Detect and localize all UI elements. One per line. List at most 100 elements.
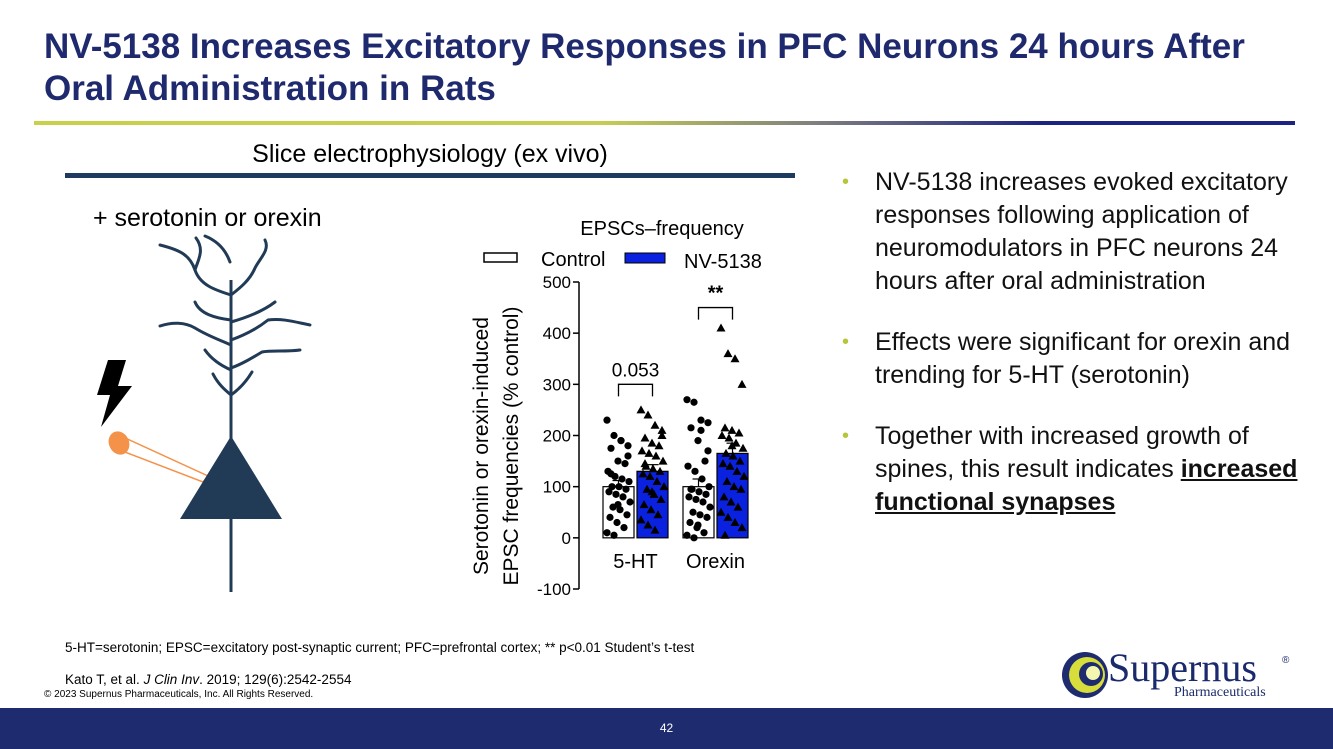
bullet-dot-icon: •	[842, 425, 850, 447]
data-point-nv5138	[739, 471, 749, 480]
slide-title: NV-5138 Increases Excitatory Responses i…	[44, 27, 1245, 108]
data-point-control	[695, 488, 703, 496]
data-point-nv5138	[733, 502, 743, 511]
data-point-control	[619, 493, 627, 501]
data-point-nv5138	[736, 484, 746, 493]
data-point-nv5138	[643, 410, 653, 419]
data-point-nv5138	[651, 451, 661, 460]
data-point-nv5138	[659, 482, 669, 491]
data-point-control	[623, 511, 631, 519]
data-point-nv5138	[727, 425, 737, 434]
data-point-nv5138	[732, 466, 742, 475]
y-tick-label: 400	[543, 324, 571, 343]
data-point-control	[626, 498, 634, 506]
data-point-nv5138	[734, 428, 744, 437]
data-point-nv5138	[738, 443, 748, 452]
data-point-nv5138	[727, 441, 737, 450]
data-point-nv5138	[726, 497, 736, 506]
data-point-nv5138	[717, 431, 727, 439]
data-point-nv5138	[716, 323, 726, 332]
data-point-nv5138	[730, 517, 740, 526]
y-tick-label: 0	[562, 529, 571, 548]
data-point-control	[696, 511, 704, 519]
data-point-control	[689, 508, 697, 516]
data-point-control	[690, 398, 698, 406]
data-point-nv5138	[718, 459, 728, 468]
bullet-item: • Together with increased growth of spine…	[842, 420, 1302, 519]
data-point-control	[685, 493, 693, 501]
data-point-nv5138	[658, 456, 668, 465]
data-point-control	[694, 521, 702, 529]
data-point-control	[687, 485, 695, 493]
data-point-control	[683, 531, 691, 539]
y-axis-label-line1: Serotonin or orexin-induced	[470, 317, 493, 575]
data-point-nv5138	[648, 464, 658, 473]
bullet-dot-icon: •	[842, 331, 850, 353]
data-point-nv5138	[653, 510, 663, 519]
citation-authors: Kato T, et al.	[65, 672, 144, 687]
bullet-list: • NV-5138 increases evoked excitatory res…	[842, 166, 1302, 547]
data-point-nv5138	[719, 492, 729, 501]
data-point-control	[684, 462, 692, 470]
data-point-control	[614, 457, 622, 465]
data-point-control	[624, 442, 632, 450]
data-point-control	[615, 483, 623, 491]
data-point-nv5138	[642, 484, 652, 493]
bullet-text: Together with increased growth of spines…	[875, 422, 1249, 483]
data-point-nv5138	[640, 459, 650, 468]
bullet-item: • Effects were significant for orexin and…	[842, 326, 1302, 392]
citation-details: . 2019; 129(6):2542-2554	[199, 672, 352, 687]
electrode-beam	[115, 436, 210, 483]
data-point-nv5138	[639, 500, 649, 509]
bullet-dot-icon: •	[842, 171, 850, 193]
y-tick-label: 300	[543, 375, 571, 394]
data-point-control	[705, 483, 713, 491]
bullet-text: NV-5138 increases evoked excitatory resp…	[875, 168, 1288, 295]
section-divider	[65, 173, 795, 178]
data-point-nv5138	[640, 433, 650, 442]
data-point-nv5138	[646, 505, 656, 514]
logo-subtitle: Pharmaceuticals	[1174, 685, 1266, 700]
neuron-branches	[158, 234, 312, 397]
data-point-control	[692, 495, 700, 504]
citation-journal: J Clin Inv	[143, 672, 200, 687]
chart-title: EPSCs–frequency	[580, 218, 743, 240]
data-point-control	[697, 416, 705, 424]
data-point-control	[622, 485, 630, 493]
logo-wordmark: Supernus	[1108, 645, 1257, 690]
data-point-control	[621, 460, 629, 468]
neuron-illustration	[97, 234, 312, 592]
legend-label-nv5138: NV-5138	[684, 251, 762, 273]
data-point-nv5138	[644, 448, 654, 457]
data-point-control	[610, 531, 618, 539]
y-tick-label: 500	[543, 273, 571, 292]
data-point-nv5138	[647, 487, 657, 496]
data-point-control	[613, 518, 621, 527]
logo-swirl-icon	[1062, 652, 1108, 698]
significance-bracket	[697, 306, 734, 320]
data-point-nv5138	[725, 461, 735, 470]
data-point-control	[624, 452, 632, 460]
data-point-nv5138	[730, 354, 740, 363]
footer-bar: 42	[0, 708, 1333, 749]
data-point-control	[683, 396, 691, 404]
data-point-nv5138	[652, 477, 662, 486]
data-point-nv5138	[643, 520, 653, 529]
data-point-nv5138	[737, 523, 747, 532]
data-point-control	[618, 475, 626, 483]
data-point-control	[614, 500, 622, 509]
company-logo: Supernus ® Pharmaceuticals	[1060, 645, 1300, 705]
data-point-control	[686, 518, 694, 527]
significance-label: **	[708, 283, 724, 305]
data-point-control	[691, 467, 699, 475]
data-point-nv5138	[720, 423, 730, 432]
data-point-control	[701, 457, 709, 465]
x-category-label: 5-HT	[613, 551, 657, 573]
data-point-control	[690, 534, 698, 542]
neuron-soma	[180, 436, 282, 519]
data-point-nv5138	[729, 482, 739, 491]
data-point-control	[704, 447, 712, 455]
data-point-control	[702, 490, 710, 498]
data-point-nv5138	[722, 477, 732, 486]
data-point-nv5138	[737, 379, 747, 388]
